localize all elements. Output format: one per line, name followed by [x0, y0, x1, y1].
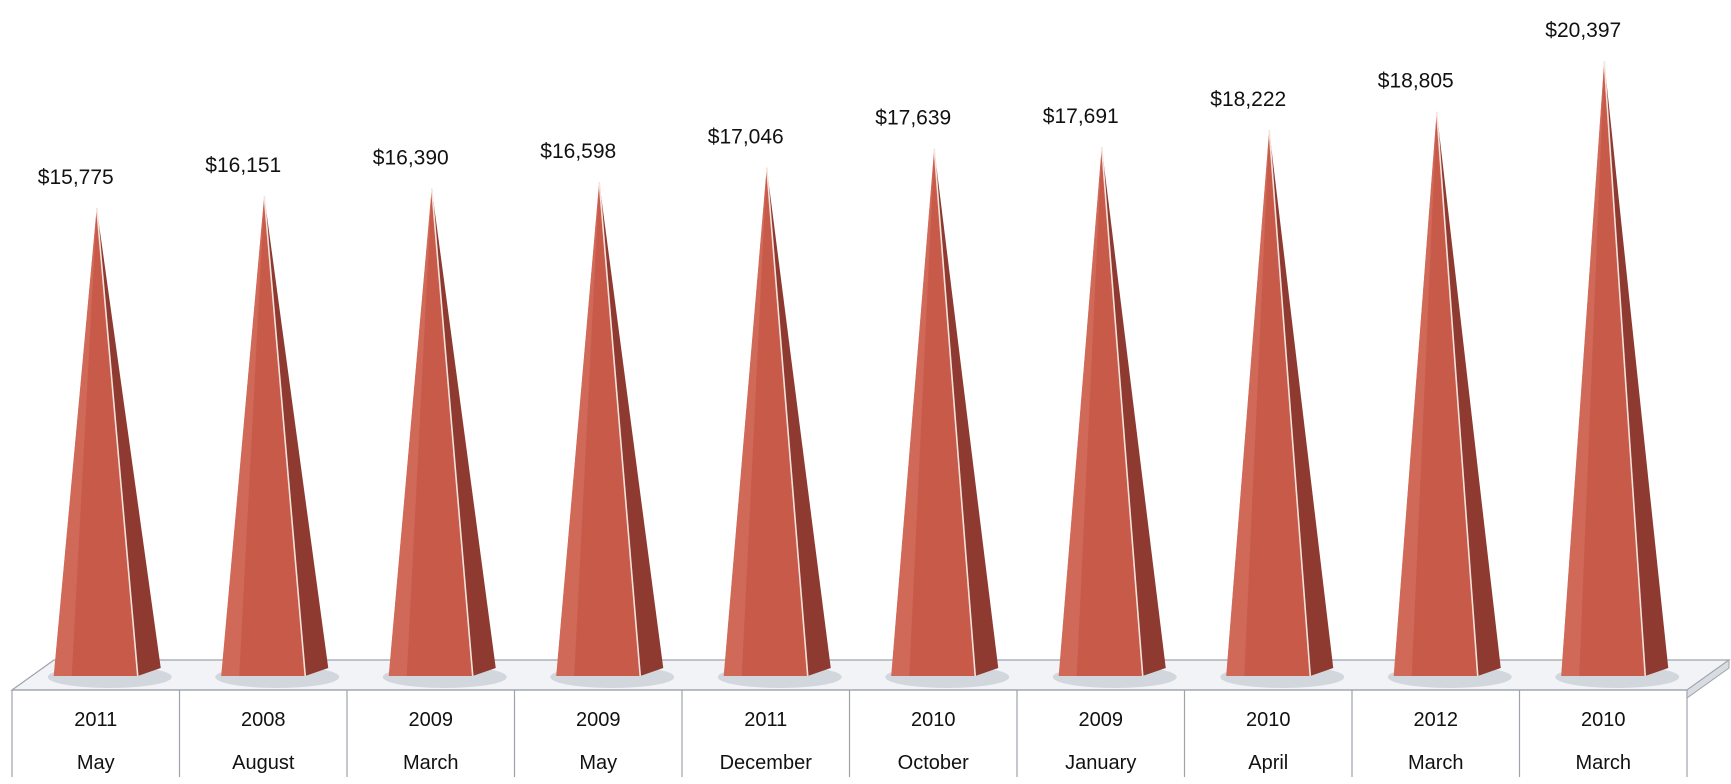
- bar-highlight: [1393, 111, 1437, 676]
- category-year-label: 2011: [74, 709, 117, 731]
- bar-edge: [95, 207, 139, 677]
- bar-edge: [430, 188, 474, 677]
- bar-side-face: [599, 181, 664, 677]
- category-month-label: April: [1248, 752, 1288, 774]
- bar-side-face: [934, 148, 999, 677]
- bar: [1226, 130, 1334, 677]
- bar: [221, 195, 329, 677]
- category-year-label: 2010: [1246, 709, 1291, 731]
- category-axis: 2011 May 2008 August 2009 March 2009 May 2011 Dec…: [11, 689, 1688, 777]
- data-label: $17,046: [708, 126, 784, 149]
- bar-side-face: [766, 167, 831, 676]
- category-month-label: January: [1065, 752, 1136, 774]
- bar-highlight: [1226, 130, 1270, 676]
- category-month-label: May: [579, 752, 617, 774]
- bar: [556, 181, 664, 677]
- bar-edge: [1603, 60, 1647, 677]
- data-label: $16,390: [373, 146, 449, 169]
- bar: [1561, 60, 1669, 677]
- category-year-label: 2008: [241, 709, 286, 731]
- data-label: $17,691: [1043, 105, 1119, 128]
- bar-highlight: [221, 196, 265, 676]
- bar-edge: [765, 167, 809, 677]
- category-year-label: 2011: [744, 709, 787, 731]
- category-month-label: March: [1575, 752, 1631, 774]
- bar-side-face: [96, 208, 161, 676]
- category-year-label: 2009: [576, 709, 621, 731]
- bar-highlight: [1058, 147, 1102, 676]
- bar-side-face: [1101, 147, 1166, 676]
- bar-highlight: [388, 188, 432, 676]
- bars: [53, 60, 1669, 677]
- category-year-label: 2010: [1581, 709, 1626, 731]
- category-year-label: 2009: [409, 709, 454, 731]
- bar-highlight: [556, 181, 600, 677]
- bar: [1393, 111, 1501, 677]
- category-month-label: August: [232, 752, 295, 774]
- bar-side-face: [1269, 130, 1334, 676]
- data-label: $17,639: [875, 107, 951, 130]
- bar-edge: [1435, 111, 1479, 677]
- bar-side-face: [1604, 61, 1669, 676]
- category-month-label: October: [898, 752, 969, 774]
- data-label: $18,222: [1210, 88, 1286, 111]
- bar-highlight: [891, 148, 935, 677]
- category-month-label: May: [77, 752, 115, 774]
- category-year-label: 2012: [1414, 709, 1459, 731]
- bar: [723, 167, 831, 677]
- bar: [388, 188, 496, 677]
- bar: [53, 207, 161, 677]
- bar-side-face: [1436, 111, 1501, 676]
- bar-edge: [598, 181, 642, 677]
- category-month-label: March: [403, 752, 459, 774]
- bar-highlight: [1561, 61, 1605, 676]
- bar: [1058, 147, 1166, 677]
- bar-side-face: [431, 188, 496, 676]
- category-year-label: 2009: [1079, 709, 1124, 731]
- category-month-label: March: [1408, 752, 1464, 774]
- bar-side-face: [264, 196, 329, 676]
- data-label: $20,397: [1545, 19, 1621, 42]
- category-month-label: December: [720, 752, 813, 774]
- bar-edge: [1268, 130, 1312, 677]
- bar-edge: [263, 195, 307, 677]
- data-label: $16,151: [205, 154, 281, 177]
- category-year-label: 2010: [911, 709, 956, 731]
- data-label: $15,775: [38, 166, 114, 189]
- bar-edge: [1100, 147, 1144, 677]
- bar-highlight: [723, 167, 767, 676]
- data-label: $18,805: [1378, 70, 1454, 93]
- bar-highlight: [53, 208, 97, 676]
- data-labels: $15,775 $16,151 $16,390 $16,598 $17,046 $17,6…: [38, 19, 1621, 189]
- bar-edge: [933, 148, 977, 677]
- data-label: $16,598: [540, 140, 616, 163]
- bar: [891, 148, 999, 677]
